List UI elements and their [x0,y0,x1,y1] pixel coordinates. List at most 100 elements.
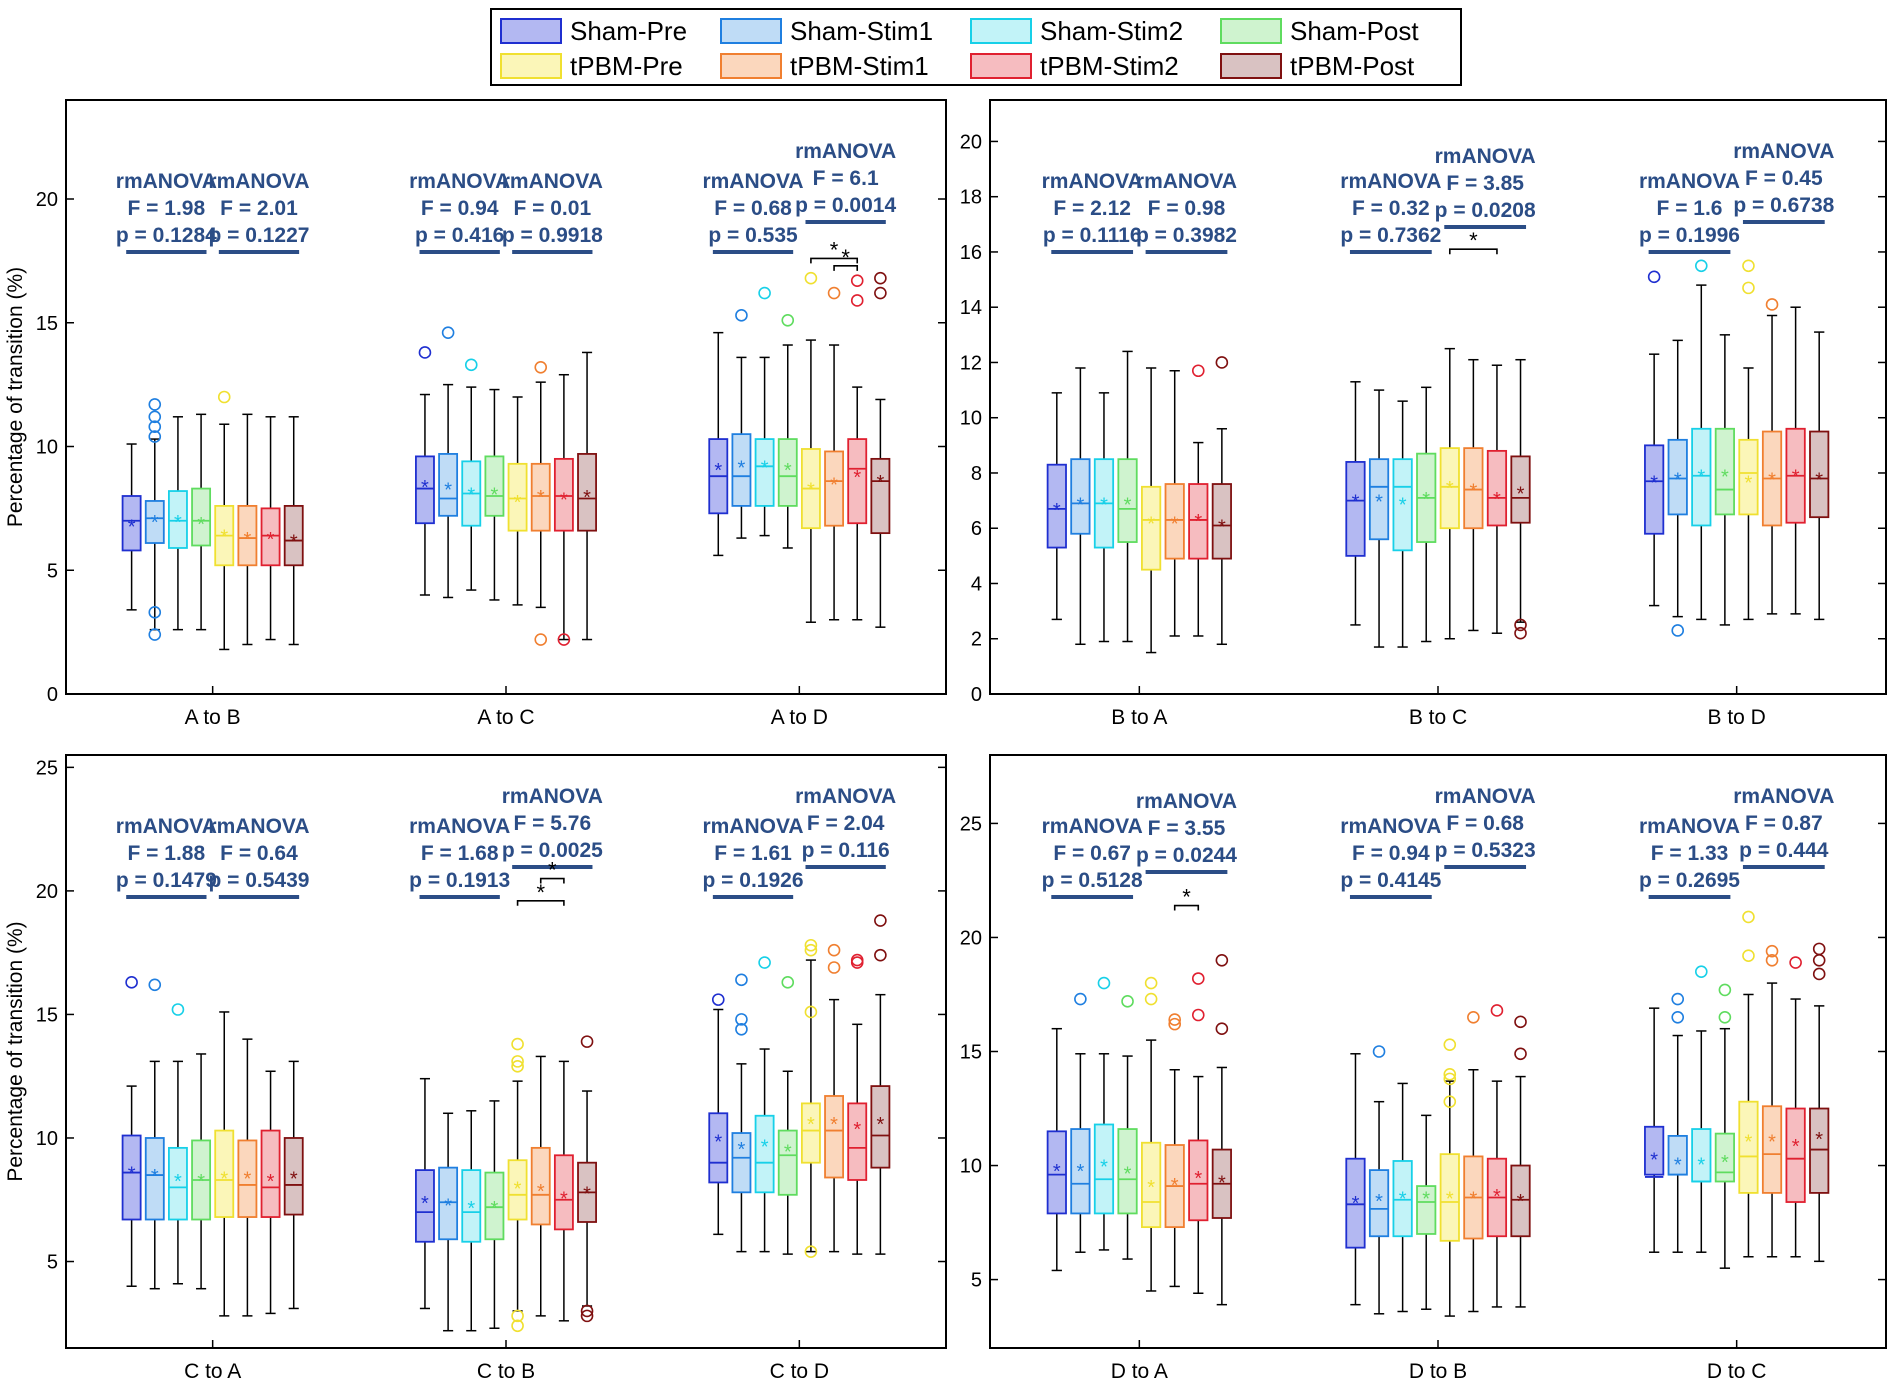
box-3: * [1392,400,1413,648]
y-tick-label: 15 [36,1004,58,1026]
anova-title: rmANOVA [702,815,803,838]
anova-f-value: F = 5.76 [513,812,591,835]
mean-marker: * [1076,494,1084,516]
mean-marker: * [1697,467,1705,489]
mean-marker: * [1768,1131,1776,1153]
box-iqr [167,490,188,549]
anova-title: rmANOVA [116,815,217,838]
mean-marker: * [1469,481,1477,503]
significance-star: * [1182,885,1191,910]
mean-marker: * [444,480,452,502]
box-5: * [507,396,528,606]
mean-marker: * [1517,483,1525,505]
outlier-point [781,976,795,989]
outlier-point [148,410,162,424]
box-2: * [1667,339,1688,637]
anova-p-value: p = 0.4145 [1340,869,1441,892]
outlier-point [1467,1010,1480,1024]
mean-marker: * [830,475,838,497]
box-3: * [754,956,775,1253]
outlier-point [781,313,795,327]
anova-annotation: rmANOVA F = 0.68 p = 0.535 [702,170,804,254]
mean-marker: * [1650,1150,1658,1172]
outlier-point [1443,1095,1457,1108]
box-iqr [1368,1169,1390,1238]
mean-marker: * [560,1188,568,1210]
box-5: * [507,1037,528,1333]
box-8: * [577,1035,597,1323]
box-iqr [1714,1132,1735,1183]
box-4: * [1117,995,1138,1260]
outlier-point [804,1005,818,1019]
y-tick-label: 8 [971,463,982,485]
outlier-point [1671,992,1685,1006]
box-iqr [577,453,597,532]
box-iqr [777,438,798,507]
box-iqr [1486,449,1508,527]
outlier-point [511,1319,524,1333]
box-5: * [1738,910,1759,1258]
anova-annotation: rmANOVA F = 0.01 p = 0.9918 [502,170,603,254]
box-7: * [260,416,281,641]
outlier-point [148,628,162,641]
anova-p-value: p = 0.1913 [409,869,510,892]
box-2: * [731,973,752,1253]
bracket-line [539,877,565,884]
box-iqr [1785,1107,1806,1203]
outlier-point [1443,1038,1457,1051]
box-iqr [1439,447,1460,530]
mean-marker: * [537,1181,545,1203]
anova-p-value: p = 0.0244 [1136,844,1237,867]
mean-marker: * [290,532,298,554]
box-5: * [800,271,821,623]
mean-marker: * [1745,1131,1753,1153]
box-iqr [754,438,775,507]
box-iqr [283,504,304,567]
bracket-line [1448,248,1498,255]
outlier-point [1671,624,1685,637]
outlier-point [148,606,162,619]
mean-marker: * [421,1193,429,1215]
anova-p-value: p = 0.0014 [795,194,896,217]
mean-marker: * [1815,470,1823,492]
box-iqr [121,495,142,552]
box-2: * [1667,992,1688,1253]
anova-annotation: rmANOVA F = 2.01 p = 0.1227 [208,170,310,254]
legend-swatch [970,53,1032,79]
anova-annotation: rmANOVA F = 0.94 p = 0.416 [409,170,510,254]
y-tick-label: 5 [47,560,58,582]
significance-bracket: * [833,245,859,271]
outlier-point [511,1060,524,1073]
outlier-point [735,973,748,987]
box-iqr [800,1102,821,1164]
anova-f-value: F = 2.12 [1053,197,1131,220]
y-tick-label: 10 [960,408,982,430]
category-label: C to D [770,1360,830,1383]
box-iqr [553,457,574,532]
box-iqr [1141,1141,1162,1229]
outlier-point [217,390,231,404]
box-7: * [1785,306,1806,615]
legend-label: Sham-Stim2 [1040,15,1184,46]
anova-p-value: p = 0.1479 [116,869,217,892]
outlier-point [580,1309,594,1323]
mean-marker: * [1399,494,1407,516]
box-5: * [214,1011,235,1317]
anova-p-value: p = 0.1284 [116,224,217,247]
outlier-point [1215,1022,1229,1035]
anova-title: rmANOVA [208,170,309,193]
mean-marker: * [1674,1154,1682,1176]
mean-marker: * [467,1198,475,1220]
box-3: * [461,1110,482,1332]
box-3: * [1691,965,1712,1253]
box-5: * [1141,976,1162,1292]
mean-marker: * [244,1169,252,1191]
box-iqr [1463,447,1484,530]
box-iqr [847,438,868,525]
mean-marker: * [1218,516,1226,538]
mean-marker: * [807,480,815,502]
anova-p-value: p = 0.416 [415,224,504,247]
box-iqr [1093,1123,1115,1215]
